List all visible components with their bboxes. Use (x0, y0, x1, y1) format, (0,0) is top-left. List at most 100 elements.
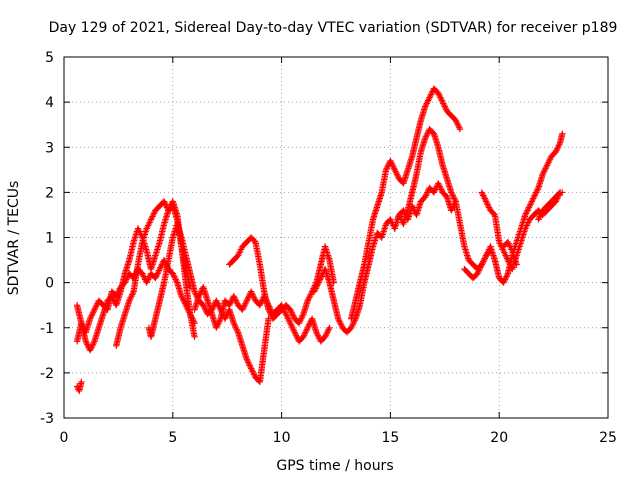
data-point-marker (480, 193, 488, 201)
data-point-marker (237, 246, 245, 253)
data-point-marker (144, 223, 151, 231)
data-point-marker (128, 293, 135, 300)
data-point-marker (285, 317, 293, 324)
data-point-marker (216, 318, 223, 325)
data-point-marker (537, 211, 544, 219)
data-point-marker (295, 320, 303, 327)
data-point-marker (526, 202, 533, 210)
data-point-marker (282, 311, 290, 318)
data-point-marker (390, 165, 398, 172)
data-point-marker (480, 256, 488, 264)
data-point-marker (289, 311, 296, 318)
y-tick-label: -3 (40, 411, 54, 427)
data-point-marker (530, 193, 538, 201)
data-point-marker (307, 291, 314, 298)
data-point-marker (391, 166, 398, 173)
data-point-marker (200, 303, 208, 310)
data-point-marker (181, 299, 188, 306)
data-point-marker (531, 192, 538, 199)
data-point-marker (501, 276, 509, 283)
data-point-marker (90, 308, 97, 315)
data-point-marker (426, 94, 433, 101)
data-point-marker (213, 324, 220, 331)
data-point-marker (286, 318, 293, 325)
data-point-marker (143, 225, 150, 232)
data-point-marker (87, 314, 94, 321)
data-point-marker (297, 317, 304, 324)
data-point-marker (454, 121, 462, 128)
x-tick-label: 0 (60, 430, 69, 446)
data-point-marker (233, 299, 240, 306)
data-point-marker (499, 246, 506, 253)
chart-title: Day 129 of 2021, Sidereal Day-to-day VTE… (49, 20, 618, 36)
data-point-marker (161, 199, 168, 207)
data-point-marker (292, 332, 300, 339)
data-point-marker (389, 162, 396, 169)
data-point-marker (422, 135, 429, 142)
data-point-marker (134, 225, 142, 232)
data-point-marker (78, 378, 85, 386)
data-point-marker (129, 291, 136, 298)
data-point-marker (233, 326, 240, 333)
data-point-marker (266, 309, 274, 316)
data-point-marker (504, 238, 512, 246)
data-point-marker (240, 305, 247, 312)
data-point-marker (559, 130, 566, 137)
y-tick-label: -1 (40, 321, 54, 337)
data-point-marker (387, 159, 395, 166)
data-point-marker (243, 356, 250, 363)
data-point-marker (529, 196, 536, 204)
data-point-marker (88, 344, 95, 351)
data-point-marker (301, 330, 308, 337)
data-point-marker (349, 321, 356, 328)
data-point-marker (313, 282, 321, 289)
data-point-marker (504, 255, 511, 262)
y-tick-label: 1 (45, 231, 54, 247)
data-point-marker (507, 244, 514, 252)
data-point-marker (478, 261, 485, 268)
data-point-marker (496, 240, 504, 247)
data-point-marker (316, 276, 324, 283)
data-point-marker (479, 190, 486, 198)
data-point-marker (86, 315, 94, 322)
data-point-marker (527, 201, 534, 208)
data-point-marker (393, 169, 400, 176)
data-point-marker (478, 189, 485, 196)
series-track-8 (348, 85, 464, 322)
data-point-marker (247, 365, 255, 372)
data-point-marker (533, 189, 540, 196)
data-point-marker (178, 293, 185, 300)
data-point-marker (267, 311, 274, 318)
data-point-marker (213, 323, 221, 330)
data-point-marker (108, 293, 116, 300)
data-point-marker (555, 142, 562, 149)
data-point-marker (150, 210, 158, 217)
data-point-marker (306, 294, 313, 301)
data-point-marker (387, 217, 395, 225)
data-point-marker (427, 91, 435, 98)
data-point-marker (214, 300, 221, 307)
data-point-marker (435, 181, 443, 189)
data-point-marker (215, 320, 222, 327)
data-point-marker (235, 250, 242, 258)
data-point-marker (172, 276, 179, 283)
data-point-marker (213, 299, 221, 306)
data-point-marker (395, 211, 403, 219)
data-point-marker (290, 312, 297, 319)
x-tick-label: 25 (599, 430, 617, 446)
data-point-marker (242, 300, 249, 307)
data-point-marker (423, 190, 430, 198)
data-point-marker (449, 192, 456, 199)
data-point-marker (439, 98, 446, 106)
data-point-marker (306, 293, 314, 300)
data-point-marker (435, 89, 442, 97)
data-point-marker (313, 330, 321, 337)
data-point-marker (239, 306, 246, 313)
data-point-marker (291, 329, 298, 336)
data-point-marker (139, 270, 146, 277)
data-point-marker (348, 324, 355, 331)
data-point-marker (535, 214, 543, 222)
data-point-marker (313, 283, 320, 291)
data-point-marker (139, 271, 147, 279)
